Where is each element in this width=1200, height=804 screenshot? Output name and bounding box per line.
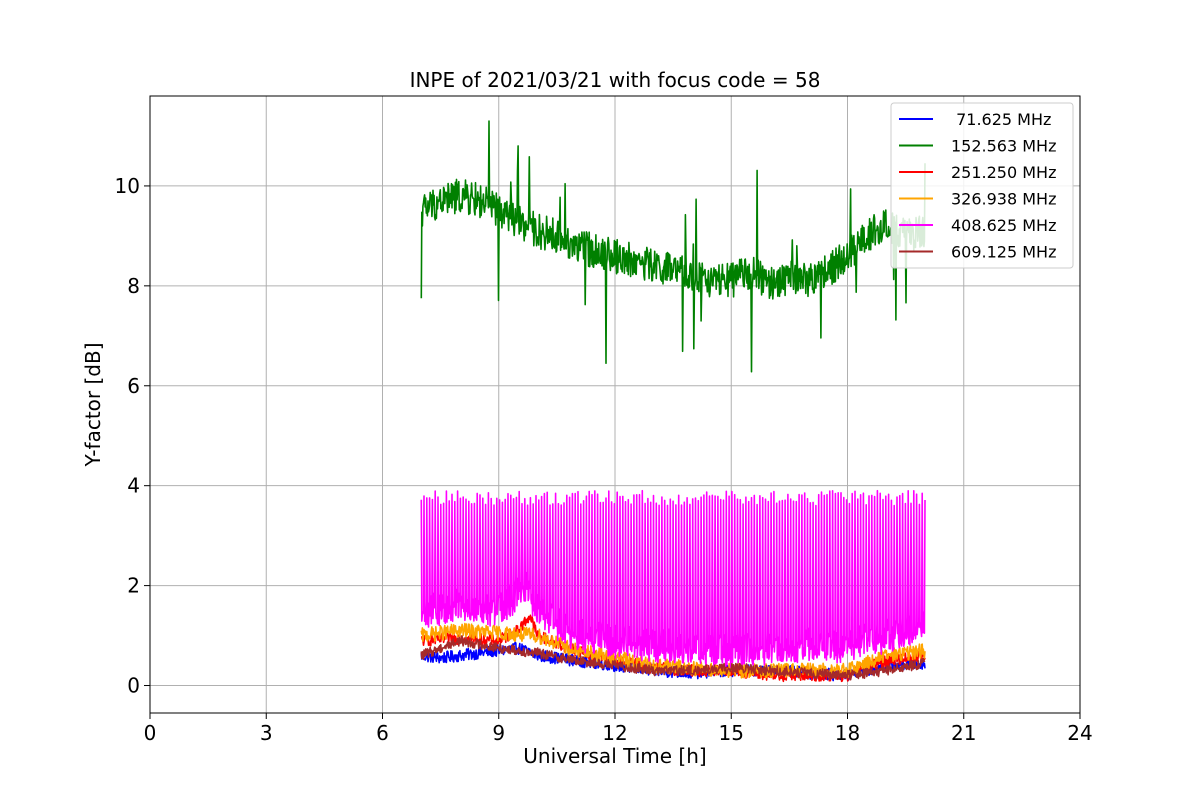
x-tick-label: 21 [951, 721, 976, 745]
plot-series [420, 120, 926, 683]
legend-box [890, 102, 1074, 269]
x-tick-label: 12 [602, 721, 627, 745]
x-tick-label: 6 [376, 721, 389, 745]
series-line [420, 489, 926, 669]
y-tick-label: 0 [127, 674, 140, 698]
x-tick-label: 9 [492, 721, 505, 745]
legend-label: 609.125 MHz [951, 243, 1056, 262]
series-line [420, 120, 926, 373]
y-tick-label: 10 [115, 174, 140, 198]
y-tick-label: 8 [127, 274, 140, 298]
x-axis-label: Universal Time [h] [523, 744, 706, 768]
y-axis-label: Y-factor [dB] [81, 342, 105, 467]
legend-label: 251.250 MHz [951, 163, 1056, 182]
legend-label: 408.625 MHz [951, 216, 1056, 235]
y-tick-label: 6 [127, 374, 140, 398]
legend-label: 152.563 MHz [951, 137, 1056, 156]
y-tick-label: 4 [127, 474, 140, 498]
x-tick-label: 0 [144, 721, 157, 745]
y-tick-label: 2 [127, 574, 140, 598]
series-line [420, 635, 926, 681]
x-tick-label: 18 [835, 721, 860, 745]
x-tick-label: 24 [1067, 721, 1092, 745]
chart-title: INPE of 2021/03/21 with focus code = 58 [410, 68, 821, 92]
legend-label: 326.938 MHz [951, 190, 1056, 209]
x-tick-label: 15 [719, 721, 744, 745]
legend-label: 71.625 MHz [951, 110, 1051, 129]
legend: 71.625 MHz 152.563 MHz 251.250 MHz 326.938 … [890, 102, 1074, 269]
x-tick-label: 3 [260, 721, 273, 745]
